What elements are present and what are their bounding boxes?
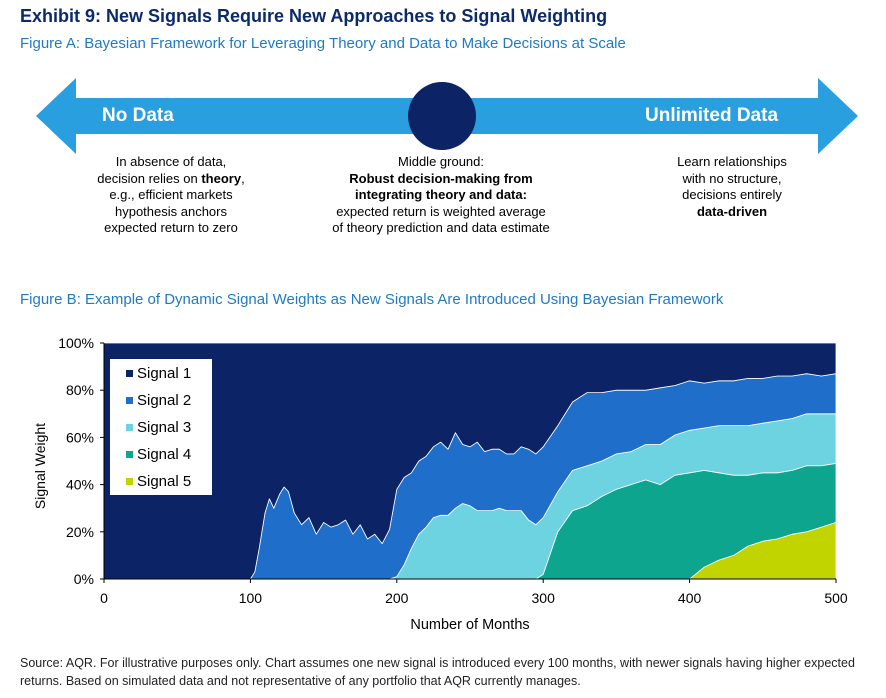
legend-label: Signal 2 [137,392,191,409]
legend-swatch [126,424,133,431]
no-data-label: No Data [102,105,174,126]
x-tick-label: 400 [678,590,702,606]
y-tick-label: 60% [66,429,94,445]
y-tick-label: 40% [66,477,94,493]
middle-ground-description: Middle ground: Robust decision-making fr… [296,154,586,237]
legend-label: Signal 4 [137,446,191,463]
area-series-group [103,342,837,580]
desc-line: decision relies on theory, [97,170,245,186]
desc-line: with no structure, [682,170,782,186]
desc-line: integrating theory and data: [355,187,527,202]
x-tick-label: 200 [385,590,409,606]
y-tick-label: 100% [58,335,94,351]
legend: Signal 1 Signal 2 Signal 3 Signal 4 Signal 5 [110,359,212,495]
source-note: Source: AQR. For illustrative purposes o… [20,656,855,688]
desc-line: hypothesis anchors [114,203,227,219]
legend-swatch [126,451,133,458]
no-data-description: In absence of data, decision relies on t… [56,154,286,237]
x-tick-label: 0 [100,590,108,606]
legend-swatch [126,478,133,485]
figure-a-title: Figure A: Bayesian Framework for Leverag… [20,35,626,52]
desc-line: expected return is weighted average [336,203,546,219]
y-tick-label: 80% [66,382,94,398]
desc-line: In absence of data, [115,154,227,169]
legend-swatch [126,397,133,404]
unlimited-data-label: Unlimited Data [645,105,779,126]
y-tick-label: 0% [74,571,94,587]
area-signal-1 [103,342,837,580]
desc-line: of theory prediction and data estimate [332,220,550,235]
signal-weight-chart: 0% 20% 40% 60% 80% 100% 0 100 200 300 400 500 Number… [58,335,848,633]
legend-label: Signal 5 [137,473,191,490]
exhibit-title: Exhibit 9: New Signals Require New Appro… [20,6,608,26]
x-axis-label: Number of Months [410,617,529,633]
axes-group: 0% 20% 40% 60% 80% 100% 0 100 200 300 400 500 Number… [58,335,848,633]
y-axis-label: Signal Weight [32,422,48,510]
legend-label: Signal 3 [137,419,191,436]
x-tick-label: 300 [532,590,556,606]
desc-line: Middle ground: [398,154,484,169]
middle-ground-circle [408,82,476,150]
desc-line: e.g., efficient markets [109,187,233,202]
legend-swatch [126,370,133,377]
figure-b-title: Figure B: Example of Dynamic Signal Weig… [20,291,724,308]
unlimited-data-description: Learn relationships with no structure, d… [617,154,847,220]
spectrum-arrow [36,78,858,154]
x-tick-label: 500 [824,590,848,606]
x-tick-label: 100 [239,590,263,606]
desc-line: Learn relationships [677,154,787,169]
y-tick-label: 20% [66,524,94,540]
desc-line: data-driven [696,203,768,219]
desc-line: Robust decision-making from [349,170,533,186]
desc-line: decisions entirely [682,187,782,202]
legend-label: Signal 1 [137,365,191,382]
desc-line: expected return to zero [104,220,238,235]
